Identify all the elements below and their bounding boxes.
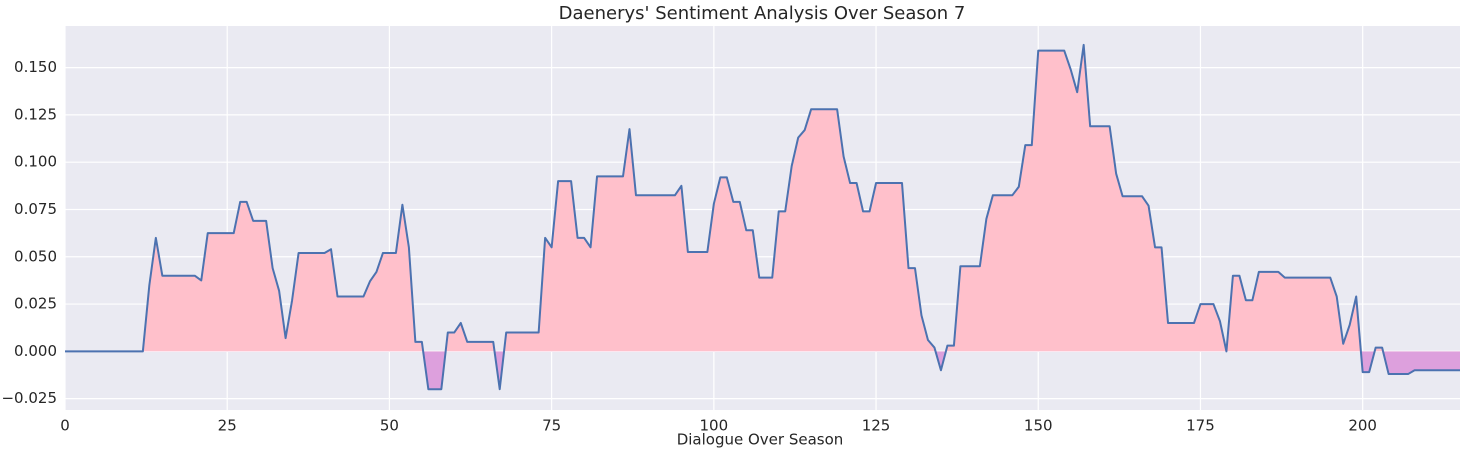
y-tick-label: 0.025 xyxy=(14,295,57,313)
x-tick-label: 0 xyxy=(60,417,70,435)
y-tick-label: 0.125 xyxy=(14,105,57,123)
line xyxy=(65,43,1460,391)
y-tick-label: 0.000 xyxy=(14,342,57,360)
y-tick-label: 0.075 xyxy=(14,200,57,218)
x-tick-label: 125 xyxy=(862,417,891,435)
plot-background xyxy=(65,26,1460,410)
x-axis-label: Dialogue Over Season xyxy=(677,431,844,449)
y-tick-label: 0.100 xyxy=(14,153,57,171)
x-tick-label: 25 xyxy=(218,417,237,435)
y-tick-label: −0.025 xyxy=(1,389,57,407)
y-tick-label: 0.050 xyxy=(14,247,57,265)
chart-title: Daenerys' Sentiment Analysis Over Season… xyxy=(559,3,966,24)
y-tick-label: 0.150 xyxy=(14,58,57,76)
area-positive xyxy=(142,44,1384,352)
x-tick-label: 75 xyxy=(542,417,561,435)
x-tick-label: 175 xyxy=(1186,417,1215,435)
x-tick-label: 100 xyxy=(700,417,729,435)
x-tick-label: 150 xyxy=(1024,417,1053,435)
x-tick-label: 200 xyxy=(1348,417,1377,435)
x-tick-label: 50 xyxy=(380,417,399,435)
